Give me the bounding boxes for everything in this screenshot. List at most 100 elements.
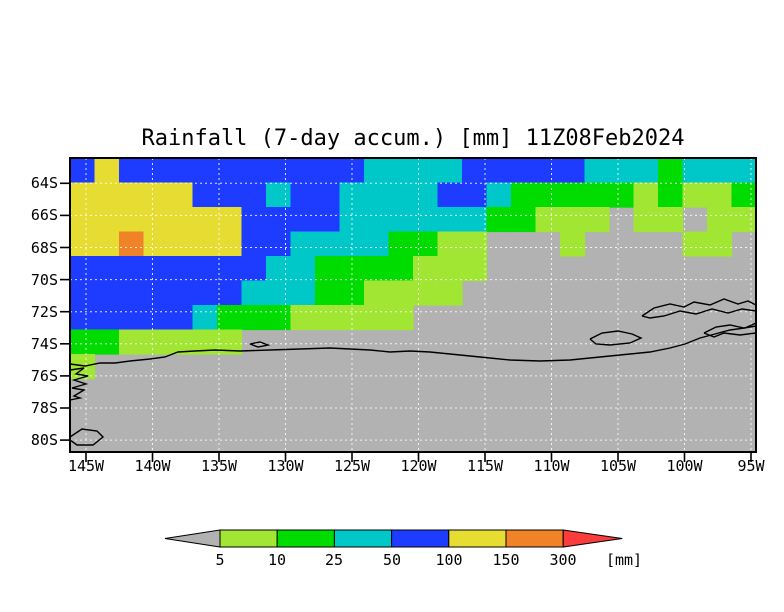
rain-cell [70, 231, 96, 257]
rain-cell [70, 329, 96, 355]
rain-cell [217, 305, 243, 331]
y-axis-label: 70S [30, 270, 58, 289]
rain-cell [290, 207, 316, 233]
rain-cell [143, 231, 169, 257]
rain-cell [94, 182, 120, 208]
rain-cell [290, 158, 316, 184]
rain-cell [315, 280, 341, 306]
rain-cell [364, 256, 390, 282]
rain-cell [217, 158, 243, 184]
rain-cell [192, 158, 218, 184]
y-axis-label: 66S [30, 206, 58, 225]
colorbar-segment [333, 529, 393, 548]
rain-cell [241, 256, 267, 282]
rain-cell [388, 305, 414, 331]
y-axis-label: 78S [30, 399, 58, 417]
colorbar-segment [505, 529, 564, 548]
rain-cell [70, 182, 96, 208]
rain-cell [364, 280, 390, 306]
rain-cell [168, 256, 194, 282]
rain-cell [707, 158, 733, 184]
rain-cell [119, 158, 145, 184]
rain-cell [241, 182, 267, 208]
rain-cell [94, 305, 120, 331]
rain-cell [94, 256, 120, 282]
rain-cell [315, 305, 341, 331]
colorbar-level-label: 50 [382, 551, 402, 569]
rain-cell [290, 256, 316, 282]
rain-cell [388, 231, 414, 257]
rain-cell [266, 182, 292, 208]
rain-cell [707, 231, 733, 257]
rain-cell [266, 158, 292, 184]
rain-cell [413, 231, 439, 257]
colorbar-segment [448, 529, 507, 548]
rain-cell [315, 256, 341, 282]
colorbar-segment [219, 529, 278, 548]
rain-cell [413, 256, 439, 282]
colorbar-segment [391, 529, 450, 548]
rain-cell [315, 231, 341, 257]
y-axis-label: 68S [30, 238, 58, 257]
rain-cell [94, 231, 120, 257]
rain-cell [94, 329, 120, 355]
rain-cell [70, 158, 96, 184]
rain-cell [364, 158, 390, 184]
rain-cell [609, 182, 635, 208]
rain-cell [143, 256, 169, 282]
rain-cell [192, 207, 218, 233]
rain-cell [388, 207, 414, 233]
rain-cell [217, 280, 243, 306]
rain-cell [633, 158, 659, 184]
rain-cell [217, 256, 243, 282]
rain-cell [290, 182, 316, 208]
rain-cell [192, 231, 218, 257]
coastline-island [69, 428, 105, 446]
rain-cell [437, 256, 463, 282]
colorbar-level-label: 25 [324, 551, 344, 569]
rain-cell [143, 207, 169, 233]
rain-cell [682, 158, 708, 184]
x-axis-label: 120W [400, 457, 437, 475]
rain-cell [94, 280, 120, 306]
rain-cell [290, 231, 316, 257]
rain-cell [731, 207, 757, 233]
coastline-island [589, 330, 643, 346]
rain-cell [266, 207, 292, 233]
rain-cell [168, 207, 194, 233]
rain-cell [413, 182, 439, 208]
rain-cell [535, 207, 561, 233]
colorbar-left-arrow [164, 529, 221, 548]
rain-cell [143, 280, 169, 306]
rain-cell [511, 158, 537, 184]
rain-cell [437, 182, 463, 208]
rain-cell [413, 280, 439, 306]
rain-cell [241, 231, 267, 257]
colorbar-level-label: 300 [549, 551, 577, 569]
rain-cell [143, 158, 169, 184]
rain-cell [633, 182, 659, 208]
coastline-island [69, 367, 89, 401]
rain-cell [437, 231, 463, 257]
rain-cell [560, 231, 586, 257]
rain-cell [119, 182, 145, 208]
rain-cell [168, 158, 194, 184]
rain-cell [119, 280, 145, 306]
colorbar-labels: [mm] 5 10 25 50 100 150 300 [160, 551, 720, 571]
rainfall-field [70, 158, 757, 380]
x-axis-label: 95W [737, 457, 765, 475]
rain-cell [364, 305, 390, 331]
rain-cell [413, 158, 439, 184]
x-axis-label: 145W [67, 457, 105, 475]
rain-cell [462, 231, 488, 257]
rain-cell [560, 158, 586, 184]
y-axis-label: 72S [30, 302, 58, 321]
rain-cell [70, 207, 96, 233]
rain-cell [584, 158, 610, 184]
rain-cell [364, 207, 390, 233]
rain-cell [462, 207, 488, 233]
y-axis-label: 74S [30, 334, 58, 353]
chart-title: Rainfall (7-day accum.) [mm] 11Z08Feb202… [141, 126, 685, 151]
rain-cell [143, 305, 169, 331]
